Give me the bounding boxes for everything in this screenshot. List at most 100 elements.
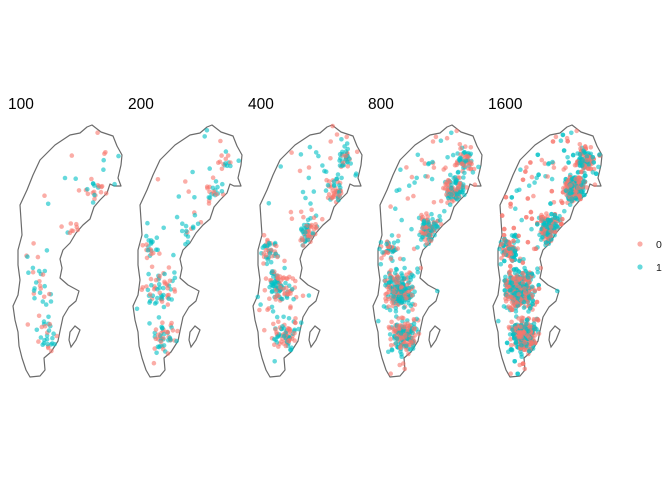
map-point-class-0 bbox=[219, 153, 224, 158]
map-point-class-1 bbox=[412, 180, 417, 185]
map-point-class-0 bbox=[95, 130, 100, 135]
map-point-class-0 bbox=[383, 249, 389, 255]
map-point-class-1 bbox=[267, 242, 272, 247]
map-point-class-0 bbox=[532, 340, 538, 346]
map-point-class-1 bbox=[306, 293, 312, 298]
map-point-class-0 bbox=[398, 345, 403, 351]
map-point-class-1 bbox=[449, 130, 454, 136]
map-point-class-1 bbox=[406, 183, 412, 188]
map-point-class-0 bbox=[300, 293, 306, 299]
map-point-class-1 bbox=[569, 196, 574, 201]
map-point-class-1 bbox=[146, 238, 151, 243]
map-point-class-0 bbox=[542, 161, 548, 166]
map-point-class-0 bbox=[153, 327, 159, 332]
map-point-class-1 bbox=[30, 265, 36, 271]
map-point-class-0 bbox=[273, 327, 278, 332]
map-point-class-0 bbox=[273, 297, 279, 302]
map-point-class-0 bbox=[536, 286, 542, 292]
map-point-class-0 bbox=[402, 333, 408, 339]
map-point-class-1 bbox=[85, 186, 90, 192]
map-point-class-1 bbox=[415, 152, 421, 158]
map-point-class-1 bbox=[210, 185, 216, 191]
map-point-class-1 bbox=[154, 235, 160, 240]
map-point-class-0 bbox=[472, 182, 478, 187]
map-point-class-0 bbox=[529, 216, 535, 221]
map-point-class-1 bbox=[447, 202, 453, 207]
map-point-class-1 bbox=[395, 238, 401, 244]
map-point-class-1 bbox=[325, 182, 331, 188]
map-point-class-1 bbox=[313, 150, 319, 155]
map-point-class-1 bbox=[454, 178, 460, 183]
map-point-class-1 bbox=[320, 163, 325, 168]
map-point-class-1 bbox=[50, 335, 55, 341]
map-point-class-0 bbox=[148, 276, 154, 282]
map-point-class-1 bbox=[430, 225, 435, 230]
map-point-class-1 bbox=[555, 288, 560, 294]
map-point-class-0 bbox=[585, 166, 591, 171]
map-point-class-1 bbox=[549, 211, 554, 217]
map-point-class-1 bbox=[172, 275, 178, 281]
map-point-class-0 bbox=[183, 179, 188, 184]
map-point-class-1 bbox=[174, 214, 180, 220]
map-point-class-1 bbox=[190, 169, 195, 175]
map-point-class-0 bbox=[165, 285, 170, 291]
map-point-class-1 bbox=[497, 246, 502, 252]
point-layer bbox=[255, 123, 360, 364]
map-point-class-1 bbox=[582, 150, 587, 155]
map-point-class-0 bbox=[553, 134, 559, 140]
map-point-class-0 bbox=[516, 292, 521, 297]
map-point-class-0 bbox=[457, 142, 463, 147]
map-point-class-0 bbox=[584, 158, 590, 163]
map-point-class-1 bbox=[430, 159, 435, 165]
map-point-class-1 bbox=[506, 246, 512, 252]
map-point-class-0 bbox=[405, 196, 411, 201]
map-point-class-1 bbox=[562, 208, 567, 214]
map-point-class-1 bbox=[152, 301, 158, 306]
map-point-class-0 bbox=[320, 216, 325, 222]
map-point-class-0 bbox=[263, 276, 269, 281]
map-point-class-0 bbox=[501, 232, 507, 238]
map-point-class-0 bbox=[405, 326, 411, 331]
map-point-class-0 bbox=[262, 327, 267, 333]
map-point-class-0 bbox=[216, 160, 221, 165]
map-point-class-1 bbox=[454, 192, 460, 197]
map-point-class-0 bbox=[276, 344, 281, 349]
map-point-class-0 bbox=[391, 289, 396, 295]
map-point-class-0 bbox=[300, 237, 306, 243]
map-point-class-1 bbox=[291, 296, 296, 302]
map-point-class-1 bbox=[535, 222, 540, 227]
map-point-class-1 bbox=[546, 161, 552, 166]
map-point-class-0 bbox=[25, 322, 31, 327]
panel-title: 100 bbox=[8, 96, 34, 113]
map-point-class-1 bbox=[449, 192, 454, 197]
map-point-class-1 bbox=[526, 348, 532, 354]
legend-key-0 bbox=[637, 241, 643, 247]
map-point-class-0 bbox=[165, 302, 171, 307]
map-point-class-0 bbox=[461, 163, 467, 169]
map-point-class-0 bbox=[438, 221, 444, 227]
panel-title: 800 bbox=[368, 96, 394, 113]
map-point-class-1 bbox=[514, 188, 519, 193]
map-point-class-1 bbox=[389, 347, 395, 353]
map-point-class-1 bbox=[155, 295, 160, 301]
map-point-class-0 bbox=[314, 225, 319, 231]
map-point-class-1 bbox=[522, 324, 527, 330]
map-point-class-1 bbox=[267, 251, 273, 256]
map-point-class-0 bbox=[522, 340, 527, 346]
map-point-class-0 bbox=[551, 165, 557, 170]
map-point-class-1 bbox=[518, 349, 523, 355]
map-point-class-0 bbox=[508, 201, 513, 207]
map-point-class-1 bbox=[391, 240, 397, 246]
map-point-class-0 bbox=[261, 251, 266, 256]
map-point-class-1 bbox=[305, 237, 311, 243]
map-point-class-0 bbox=[281, 275, 286, 280]
map-point-class-0 bbox=[169, 320, 174, 326]
map-point-class-1 bbox=[149, 282, 154, 288]
map-point-class-0 bbox=[505, 293, 510, 299]
map-point-class-0 bbox=[431, 200, 437, 205]
map-point-class-1 bbox=[461, 175, 466, 180]
map-point-class-0 bbox=[402, 366, 408, 372]
map-point-class-0 bbox=[565, 178, 571, 183]
map-point-class-0 bbox=[501, 252, 507, 257]
map-point-class-0 bbox=[499, 213, 505, 218]
